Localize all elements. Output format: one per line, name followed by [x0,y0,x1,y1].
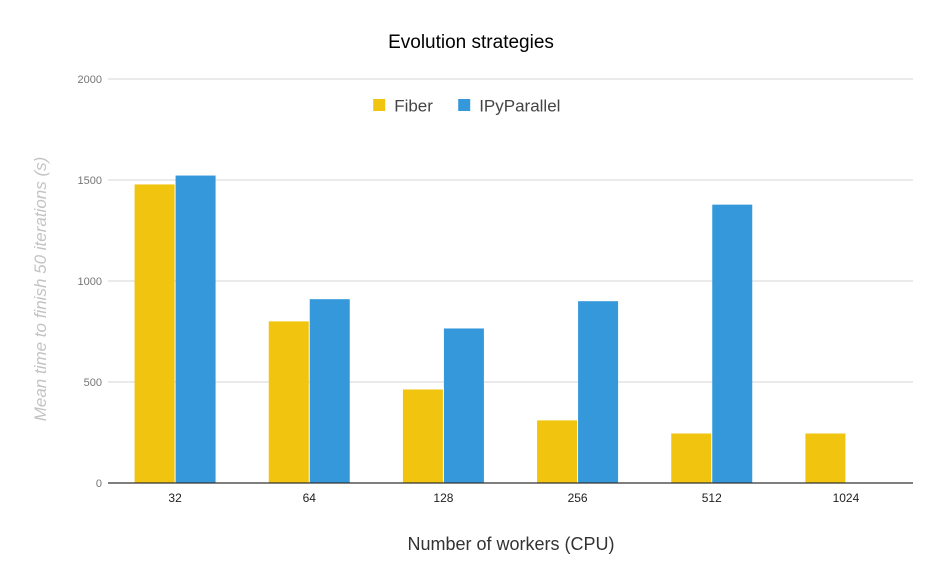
bar-fiber-256 [537,420,578,483]
chart-title: Evolution strategies [388,32,554,53]
bar-fiber-1024 [805,433,846,483]
x-axis-ticks: 32 64 128 256 512 1024 [168,491,859,505]
bar-fiber-64 [268,321,309,483]
bar-fiber-128 [402,389,443,483]
bar-ipyparallel-512 [712,204,753,484]
y-axis-label: Mean time to finish 50 iterations (s) [31,157,50,422]
x-tick-label: 128 [433,491,453,505]
bars [134,175,846,484]
x-axis-label: Number of workers (CPU) [407,534,614,554]
bar-ipyparallel-64 [309,299,350,483]
x-tick-label: 32 [168,491,182,505]
bar-ipyparallel-32 [175,175,216,483]
x-tick-label: 256 [568,491,588,505]
y-tick-label: 2000 [78,74,102,86]
y-tick-label: 1000 [78,276,102,288]
bar-fiber-32 [134,184,175,483]
bar-fiber-512 [671,433,712,483]
x-tick-label: 64 [303,491,317,505]
gridlines [108,78,913,383]
y-tick-label: 0 [96,478,102,490]
legend-label-fiber: Fiber [394,97,433,116]
legend-label-ipyparallel: IPyParallel [479,97,560,116]
bar-ipyparallel-256 [578,301,619,483]
x-tick-label: 512 [702,491,722,505]
y-tick-label: 1500 [78,175,102,187]
y-axis-ticks: 0 500 1000 1500 2000 [78,74,102,490]
bar-ipyparallel-128 [443,328,484,483]
legend: Fiber IPyParallel [373,97,560,116]
x-tick-label: 1024 [833,491,860,505]
y-tick-label: 500 [84,377,102,389]
legend-swatch-fiber [373,99,386,111]
legend-swatch-ipyparallel [458,99,471,111]
